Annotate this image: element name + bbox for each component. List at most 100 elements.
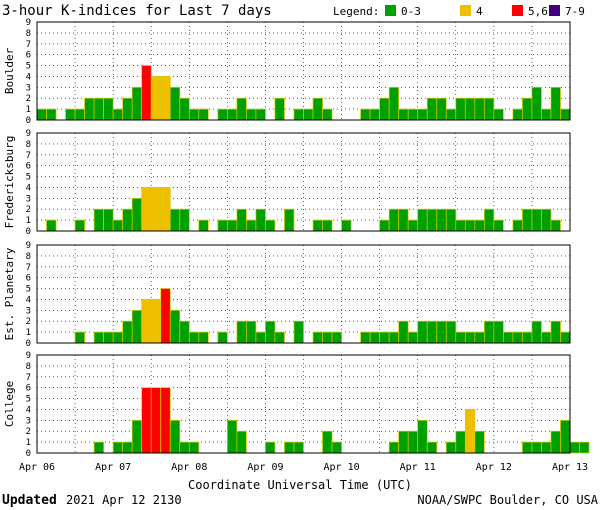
panel-frame xyxy=(36,354,571,454)
bar xyxy=(74,331,85,344)
bar xyxy=(483,97,495,121)
y-tick-label: 1 xyxy=(26,216,31,226)
bar xyxy=(522,208,533,232)
bar xyxy=(46,108,57,121)
y-tick-label: 7 xyxy=(26,373,31,383)
bar xyxy=(531,320,542,344)
bar xyxy=(131,309,143,344)
bar xyxy=(493,219,504,232)
bar xyxy=(236,430,247,454)
bar xyxy=(407,108,419,121)
panels: 0123456789Boulder0123456789Fredericksbur… xyxy=(3,18,590,459)
y-tick-label: 4 xyxy=(26,183,31,193)
y-tick-label: 3 xyxy=(26,416,31,426)
bar xyxy=(141,387,152,454)
bar xyxy=(160,187,171,232)
bar xyxy=(398,108,409,121)
y-tick-label: 5 xyxy=(26,395,31,405)
legend-label: Legend: xyxy=(333,5,379,18)
bar xyxy=(398,430,409,454)
y-tick-label: 4 xyxy=(26,295,31,305)
bar xyxy=(93,97,104,121)
bar xyxy=(198,219,209,232)
bar xyxy=(65,108,76,121)
x-tick-label: Apr 06 xyxy=(19,462,55,473)
bar xyxy=(141,299,152,344)
bar xyxy=(46,219,57,232)
panel-frame xyxy=(36,244,571,344)
bar xyxy=(112,219,124,232)
bar xyxy=(483,320,495,344)
bar xyxy=(312,219,323,232)
y-tick-label: 6 xyxy=(26,274,31,284)
bar xyxy=(531,86,542,121)
bar xyxy=(569,441,580,454)
bar xyxy=(483,208,495,232)
bar xyxy=(560,331,571,344)
bar xyxy=(560,419,571,454)
bar xyxy=(141,187,152,232)
bar xyxy=(312,97,323,121)
bar xyxy=(188,108,200,121)
bar xyxy=(265,441,276,454)
bar xyxy=(550,430,561,454)
bar xyxy=(426,320,438,344)
bar xyxy=(455,331,466,344)
bar xyxy=(274,331,285,344)
bar xyxy=(198,331,209,344)
y-tick-label: 4 xyxy=(26,72,31,82)
y-tick-label: 7 xyxy=(26,263,31,273)
bar xyxy=(122,320,133,344)
bar xyxy=(360,108,371,121)
bar xyxy=(284,208,295,232)
y-tick-label: 5 xyxy=(26,285,31,295)
bar xyxy=(560,108,571,121)
bar xyxy=(445,320,457,344)
bar xyxy=(388,208,400,232)
bar xyxy=(474,219,485,232)
x-tick-label: Apr 07 xyxy=(95,462,131,473)
legend-swatch-3 xyxy=(549,5,560,16)
bar xyxy=(246,108,257,121)
bar xyxy=(169,309,181,344)
panel-label: Fredericksburg xyxy=(3,136,16,229)
bar xyxy=(417,419,428,454)
y-tick-label: 2 xyxy=(26,94,31,104)
bar xyxy=(265,320,276,344)
bar xyxy=(531,208,542,232)
bar xyxy=(246,320,257,344)
y-tick-label: 8 xyxy=(26,362,31,372)
bar xyxy=(293,320,304,344)
bar xyxy=(217,331,228,344)
bar xyxy=(322,108,333,121)
bar xyxy=(160,76,171,121)
bar xyxy=(322,430,333,454)
legend-swatch-1 xyxy=(460,5,471,16)
bar xyxy=(369,108,380,121)
credit: NOAA/SWPC Boulder, CO USA xyxy=(417,493,598,507)
bar xyxy=(303,108,314,121)
bar xyxy=(541,108,552,121)
bar xyxy=(464,409,476,454)
bar xyxy=(131,419,143,454)
y-tick-label: 3 xyxy=(26,306,31,316)
bar xyxy=(322,219,333,232)
bar xyxy=(512,331,523,344)
bar xyxy=(417,108,428,121)
bar xyxy=(550,86,561,121)
bar xyxy=(436,97,447,121)
bar xyxy=(122,441,133,454)
y-tick-label: 1 xyxy=(26,328,31,338)
updated-label: Updated xyxy=(2,493,57,508)
bar xyxy=(455,219,466,232)
bar xyxy=(331,441,342,454)
y-tick-label: 0 xyxy=(26,339,31,349)
bar xyxy=(274,97,285,121)
bar xyxy=(379,331,390,344)
y-tick-label: 5 xyxy=(26,62,31,72)
bar xyxy=(512,219,523,232)
y-tick-label: 7 xyxy=(26,151,31,161)
panel-label: Boulder xyxy=(3,47,16,94)
